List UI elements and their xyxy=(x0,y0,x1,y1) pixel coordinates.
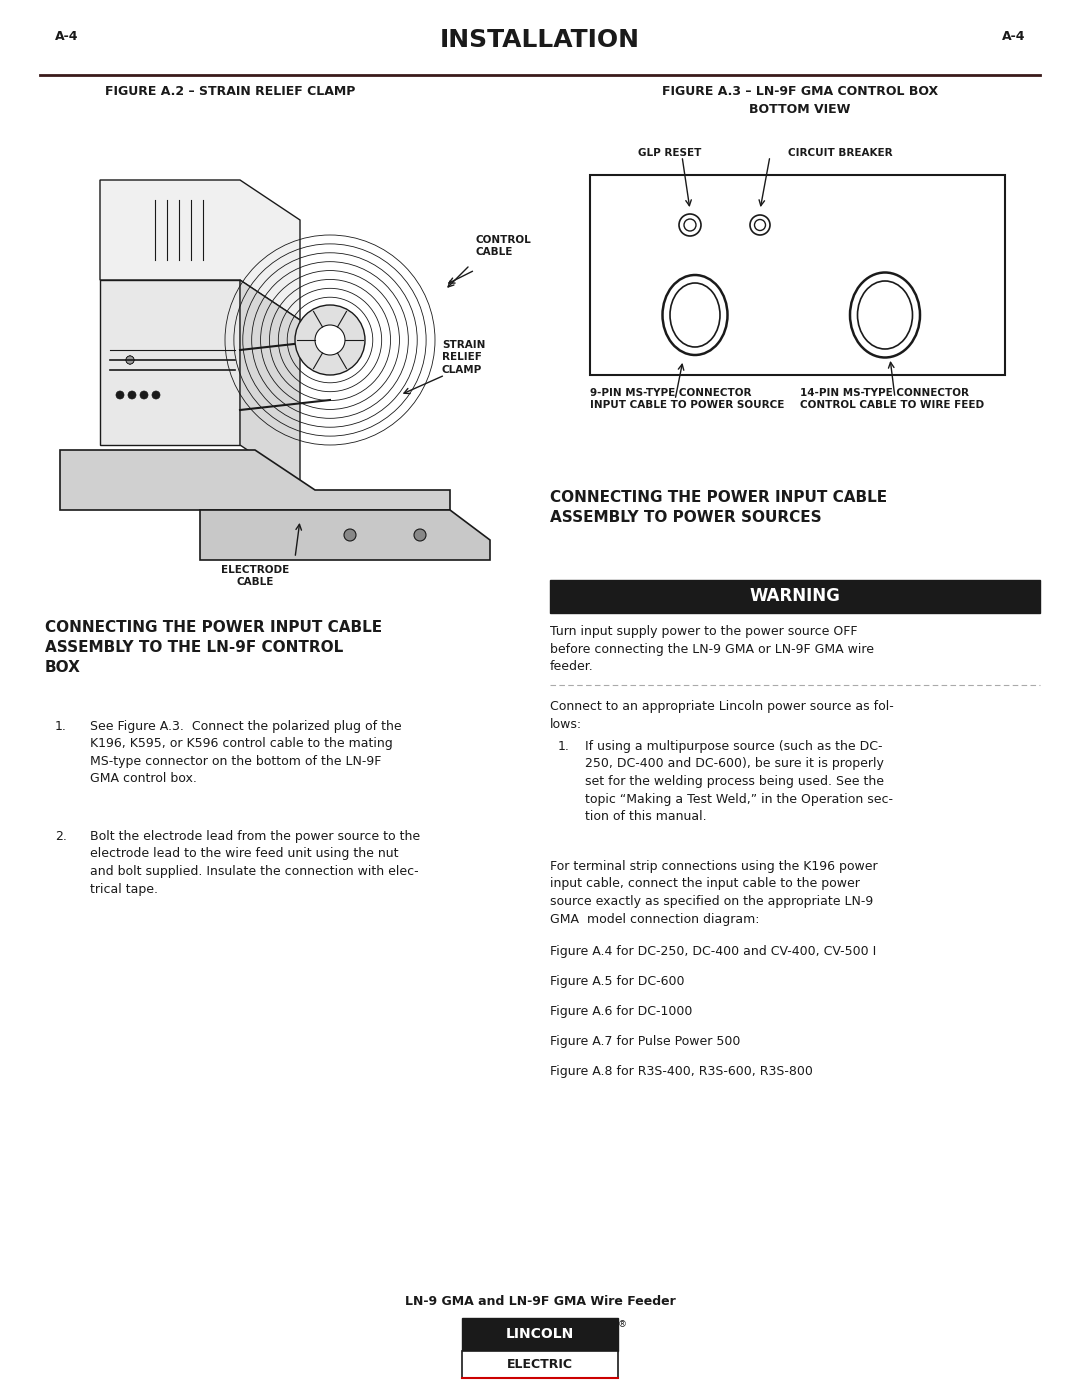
Text: A-4: A-4 xyxy=(55,31,79,43)
Text: LINCOLN: LINCOLN xyxy=(505,1327,575,1341)
Ellipse shape xyxy=(662,275,728,355)
Text: Figure A.6 for DC-1000: Figure A.6 for DC-1000 xyxy=(550,1005,692,1017)
Text: 1.: 1. xyxy=(55,720,67,733)
Circle shape xyxy=(152,391,160,398)
Circle shape xyxy=(126,355,134,364)
Text: Connect to an appropriate Lincoln power source as fol-
lows:: Connect to an appropriate Lincoln power … xyxy=(550,700,894,730)
Text: Turn input supply power to the power source OFF
before connecting the LN-9 GMA o: Turn input supply power to the power sou… xyxy=(550,625,874,673)
Circle shape xyxy=(116,391,124,398)
Polygon shape xyxy=(240,280,300,484)
Circle shape xyxy=(750,215,770,235)
Text: FIGURE A.2 – STRAIN RELIEF CLAMP: FIGURE A.2 – STRAIN RELIEF CLAMP xyxy=(105,85,355,99)
Text: CIRCUIT BREAKER: CIRCUIT BREAKER xyxy=(787,149,892,158)
Text: Figure A.4 for DC-250, DC-400 and CV-400, CV-500 I: Figure A.4 for DC-250, DC-400 and CV-400… xyxy=(550,945,876,958)
Circle shape xyxy=(414,529,426,541)
Text: 1.: 1. xyxy=(558,740,570,754)
Circle shape xyxy=(129,391,136,398)
Circle shape xyxy=(126,355,134,364)
Polygon shape xyxy=(200,509,490,559)
Circle shape xyxy=(295,305,365,375)
Text: ELECTRIC: ELECTRIC xyxy=(507,1359,573,1371)
Bar xyxy=(462,1319,618,1351)
Ellipse shape xyxy=(850,272,920,358)
Text: If using a multipurpose source (such as the DC-
250, DC-400 and DC-600), be sure: If using a multipurpose source (such as … xyxy=(585,740,893,823)
Text: See Figure A.3.  Connect the polarized plug of the
K196, K595, or K596 control c: See Figure A.3. Connect the polarized pl… xyxy=(90,720,402,786)
Polygon shape xyxy=(100,180,300,321)
Text: 9-PIN MS-TYPE CONNECTOR
INPUT CABLE TO POWER SOURCE: 9-PIN MS-TYPE CONNECTOR INPUT CABLE TO P… xyxy=(590,389,784,411)
Text: 14-PIN MS-TYPE CONNECTOR
CONTROL CABLE TO WIRE FEED: 14-PIN MS-TYPE CONNECTOR CONTROL CABLE T… xyxy=(800,389,984,411)
Bar xyxy=(462,1351,618,1378)
Circle shape xyxy=(140,391,148,398)
Polygon shape xyxy=(60,450,450,509)
Text: A-4: A-4 xyxy=(1001,31,1025,43)
Circle shape xyxy=(126,355,134,364)
Text: Figure A.5 for DC-600: Figure A.5 for DC-600 xyxy=(550,974,685,988)
Text: For terminal strip connections using the K196 power
input cable, connect the inp: For terminal strip connections using the… xyxy=(550,861,878,926)
Text: STRAIN
RELIEF
CLAMP: STRAIN RELIEF CLAMP xyxy=(442,340,485,375)
Bar xyxy=(590,175,1005,375)
Text: ELECTRODE
CABLE: ELECTRODE CABLE xyxy=(221,565,289,587)
Text: INSTALLATION: INSTALLATION xyxy=(440,28,640,51)
Text: ®: ® xyxy=(618,1320,627,1328)
Text: GLP RESET: GLP RESET xyxy=(638,149,702,158)
Text: FIGURE A.3 – LN-9F GMA CONTROL BOX
BOTTOM VIEW: FIGURE A.3 – LN-9F GMA CONTROL BOX BOTTO… xyxy=(662,85,939,117)
Text: Figure A.7 for Pulse Power 500: Figure A.7 for Pulse Power 500 xyxy=(550,1035,741,1048)
Text: LN-9 GMA and LN-9F GMA Wire Feeder: LN-9 GMA and LN-9F GMA Wire Feeder xyxy=(405,1295,675,1307)
Text: CONTROL
CABLE: CONTROL CABLE xyxy=(475,235,530,257)
Text: Bolt the electrode lead from the power source to the
electrode lead to the wire : Bolt the electrode lead from the power s… xyxy=(90,830,420,895)
Circle shape xyxy=(315,325,345,355)
Text: CONNECTING THE POWER INPUT CABLE
ASSEMBLY TO THE LN-9F CONTROL
BOX: CONNECTING THE POWER INPUT CABLE ASSEMBL… xyxy=(45,620,382,675)
Bar xyxy=(550,580,1040,613)
Circle shape xyxy=(345,529,356,541)
Text: WARNING: WARNING xyxy=(750,587,840,605)
Circle shape xyxy=(126,355,134,364)
Text: CONNECTING THE POWER INPUT CABLE
ASSEMBLY TO POWER SOURCES: CONNECTING THE POWER INPUT CABLE ASSEMBL… xyxy=(550,490,887,525)
Polygon shape xyxy=(100,280,240,446)
Circle shape xyxy=(679,214,701,236)
Text: 2.: 2. xyxy=(55,830,67,843)
Text: Figure A.8 for R3S-400, R3S-600, R3S-800: Figure A.8 for R3S-400, R3S-600, R3S-800 xyxy=(550,1065,813,1078)
